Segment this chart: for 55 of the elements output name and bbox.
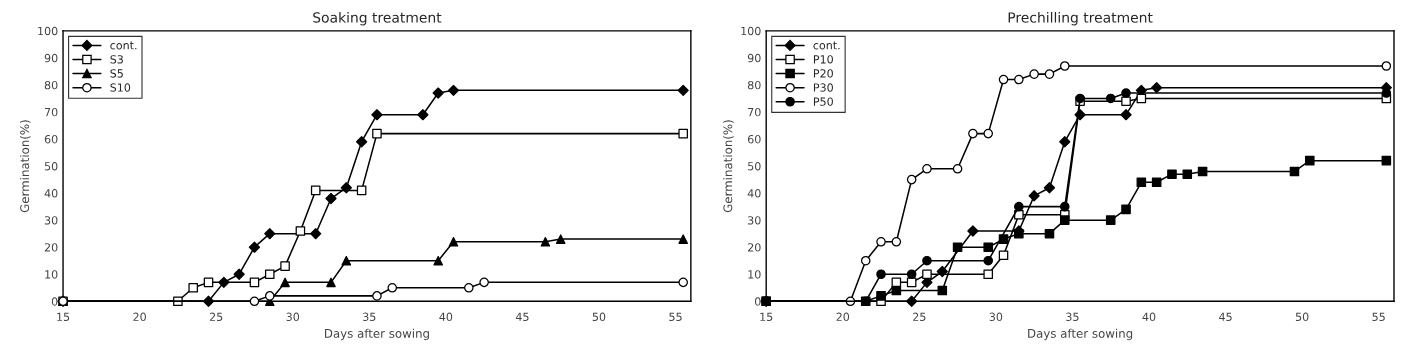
x-tick-label: 50 <box>592 312 606 321</box>
legend-label: S10 <box>110 83 131 92</box>
legend-label: P10 <box>813 55 833 64</box>
y-tick-label: 70 <box>748 107 761 117</box>
x-tick-label: 45 <box>515 312 529 321</box>
x-tick-label: 25 <box>913 312 926 321</box>
x-tick-label: 15 <box>57 312 70 321</box>
x-tick-label: 20 <box>836 312 850 321</box>
y-tick-label: 10 <box>45 270 58 279</box>
y-tick-label: 80 <box>747 80 761 90</box>
y-tick-label: 100 <box>38 26 58 36</box>
y-tick-label: 100 <box>741 26 761 36</box>
y-tick-label: 60 <box>44 135 58 144</box>
chart-title: Prechilling treatment <box>1008 11 1153 26</box>
x-axis-title: Days after sowing <box>1028 328 1133 341</box>
y-tick-label: 90 <box>747 53 761 63</box>
legend-label: S3 <box>110 55 123 64</box>
x-tick-label: 25 <box>209 312 223 321</box>
y-tick-label: 0 <box>51 297 58 306</box>
legend-label: cont. <box>813 41 840 50</box>
legend-label: cont. <box>110 41 137 50</box>
x-tick-label: 40 <box>439 312 453 321</box>
y-tick-label: 60 <box>747 135 761 144</box>
y-axis-title: Germination(%) <box>723 120 734 213</box>
x-tick-label: 15 <box>760 312 773 321</box>
x-tick-label: 30 <box>989 312 1003 321</box>
y-tick-label: 20 <box>44 243 58 252</box>
x-tick-label: 35 <box>1066 312 1079 321</box>
x-tick-label: 35 <box>363 312 376 321</box>
x-tick-label: 55 <box>1372 312 1385 321</box>
x-tick-label: 30 <box>286 312 300 321</box>
y-tick-label: 40 <box>747 189 761 198</box>
y-tick-label: 30 <box>44 216 58 225</box>
y-tick-label: 80 <box>44 80 58 90</box>
y-tick-label: 30 <box>748 216 761 225</box>
x-tick-label: 55 <box>669 312 682 321</box>
x-tick-label: 20 <box>133 312 146 321</box>
y-tick-label: 50 <box>748 162 761 171</box>
x-tick-label: 40 <box>1142 312 1156 321</box>
chart-title: Soaking treatment <box>313 11 442 26</box>
y-tick-label: 50 <box>44 162 58 171</box>
y-tick-label: 90 <box>44 53 58 63</box>
y-tick-label: 70 <box>44 107 58 117</box>
x-axis-title: Days after sowing <box>325 328 429 341</box>
legend-label: P30 <box>813 83 833 92</box>
x-tick-label: 45 <box>1219 312 1232 321</box>
y-tick-label: 10 <box>748 270 761 279</box>
y-tick-label: 0 <box>754 297 761 306</box>
y-tick-label: 20 <box>748 243 761 252</box>
legend-label: P20 <box>813 69 833 78</box>
y-tick-label: 40 <box>44 189 58 198</box>
y-axis-title: Germination(%) <box>19 120 31 213</box>
legend-label: S5 <box>110 69 123 78</box>
legend-label: P50 <box>813 97 833 106</box>
x-tick-label: 50 <box>1295 312 1309 321</box>
